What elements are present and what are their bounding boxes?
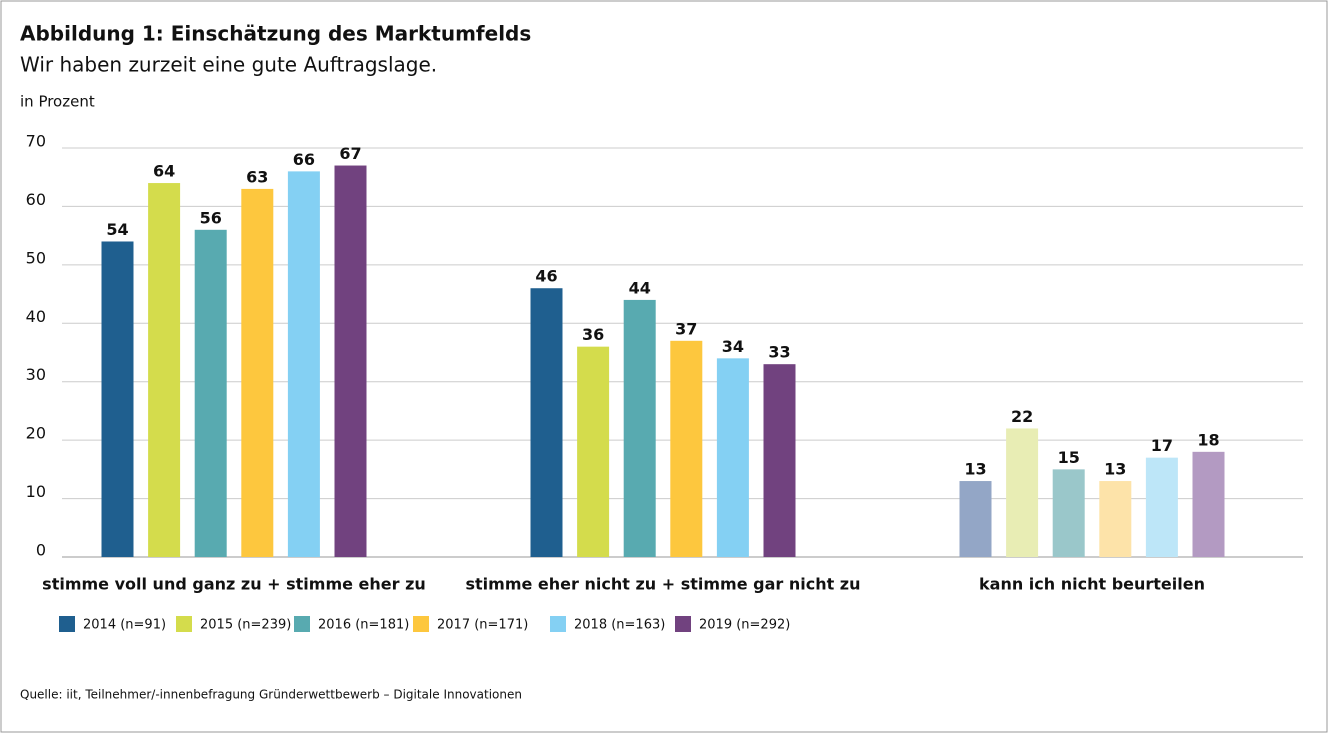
legend-label: 2014 (n=91) xyxy=(83,618,166,633)
value-label: 63 xyxy=(246,167,268,186)
bar xyxy=(1006,428,1039,557)
value-label: 46 xyxy=(535,267,557,286)
y-axis-label: in Prozent xyxy=(20,93,95,111)
value-label: 33 xyxy=(768,343,790,362)
value-label: 13 xyxy=(964,460,986,479)
legend-label: 2019 (n=292) xyxy=(699,618,790,633)
legend-label: 2015 (n=239) xyxy=(200,618,291,633)
bar xyxy=(959,481,992,557)
legend-swatch xyxy=(294,616,310,632)
value-label: 44 xyxy=(629,278,651,297)
y-tick-label: 70 xyxy=(26,132,46,151)
y-tick-label: 50 xyxy=(26,248,46,267)
x-tick-label: stimme voll und ganz zu + stimme eher zu xyxy=(42,575,426,594)
legend-swatch xyxy=(176,616,192,632)
bar xyxy=(1099,481,1132,557)
bar xyxy=(1192,451,1225,557)
value-label: 67 xyxy=(339,144,361,163)
value-label: 15 xyxy=(1058,448,1080,467)
bar xyxy=(1145,457,1178,557)
value-label: 64 xyxy=(153,162,175,181)
bar xyxy=(623,299,656,557)
bar xyxy=(241,188,274,557)
chart-title: Abbildung 1: Einschätzung des Marktumfel… xyxy=(20,22,531,46)
legend-swatch xyxy=(675,616,691,632)
y-tick-label: 40 xyxy=(26,307,46,326)
bar xyxy=(716,358,749,557)
value-label: 56 xyxy=(200,208,222,227)
legend-swatch xyxy=(413,616,429,632)
legend-swatch xyxy=(59,616,75,632)
y-tick-label: 60 xyxy=(26,190,46,209)
value-label: 34 xyxy=(722,337,744,356)
legend-swatch xyxy=(550,616,566,632)
bar xyxy=(194,229,227,558)
y-tick-label: 0 xyxy=(36,541,46,560)
y-tick-label: 30 xyxy=(26,365,46,384)
x-tick-label: kann ich nicht beurteilen xyxy=(979,575,1205,594)
x-tick-label: stimme eher nicht zu + stimme gar nicht … xyxy=(466,575,861,594)
value-label: 37 xyxy=(675,319,697,338)
value-label: 17 xyxy=(1151,436,1173,455)
value-label: 36 xyxy=(582,325,604,344)
bar xyxy=(334,165,367,557)
value-label: 66 xyxy=(293,150,315,169)
bar xyxy=(763,364,796,557)
bar xyxy=(101,241,134,557)
value-label: 54 xyxy=(106,220,128,239)
bar xyxy=(670,340,703,557)
y-tick-label: 20 xyxy=(26,424,46,443)
chart-subtitle: Wir haben zurzeit eine gute Auftragslage… xyxy=(20,53,437,77)
value-label: 18 xyxy=(1197,430,1219,449)
legend-label: 2016 (n=181) xyxy=(318,618,409,633)
bar xyxy=(1052,469,1085,557)
value-label: 22 xyxy=(1011,407,1033,426)
bar xyxy=(148,183,181,558)
value-label: 13 xyxy=(1104,460,1126,479)
legend-label: 2018 (n=163) xyxy=(574,618,665,633)
y-tick-label: 10 xyxy=(26,482,46,501)
legend-label: 2017 (n=171) xyxy=(437,618,528,633)
source: Quelle: iit, Teilnehmer/-innenbefragung … xyxy=(20,688,522,702)
bar xyxy=(577,346,610,557)
bar xyxy=(287,171,320,557)
bar xyxy=(530,288,563,557)
